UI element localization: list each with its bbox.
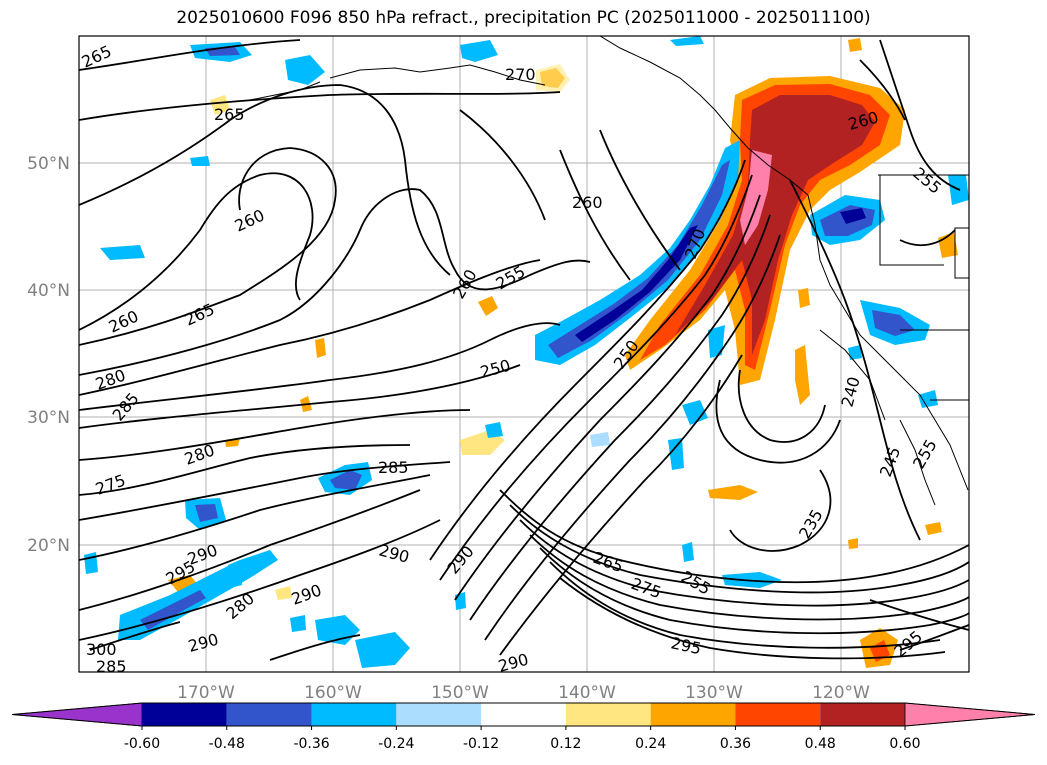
colorbar-tick-label: 0.12 [550, 736, 581, 752]
contour-label: 285 [378, 458, 409, 477]
contour-label: 265 [214, 105, 245, 124]
contour-label: 290 [496, 650, 530, 676]
colorbar-tick-label: -0.24 [378, 736, 414, 752]
map-title: 2025010600 F096 850 hPa refract., precip… [176, 8, 871, 28]
contour-label: 285 [96, 657, 127, 676]
colorbar-tick-label: -0.60 [124, 736, 160, 752]
colorbar-tick-label: 0.60 [889, 736, 920, 752]
colorbar-segment [565, 703, 651, 726]
contour-label: 270 [505, 65, 536, 84]
y-tick-label: 40°N [27, 281, 70, 301]
x-tick-label: 150°W [431, 683, 489, 703]
map-frame [78, 35, 970, 673]
precip-negative-fill [84, 36, 969, 668]
x-axis-labels: 170°W 160°W 150°W 140°W 130°W 120°W [177, 683, 870, 703]
y-axis-labels: 20°N 30°N 40°N 50°N [27, 154, 70, 556]
contour-label: 300 [86, 640, 117, 659]
y-tick-label: 50°N [27, 154, 70, 174]
colorbar-segment [820, 703, 905, 726]
colorbar-extend-low [11, 702, 143, 727]
colorbar-tick-label: 0.36 [720, 736, 751, 752]
colorbar-tick-label: -0.36 [293, 736, 329, 752]
colorbar-extend-high [904, 702, 1036, 727]
x-tick-label: 120°W [812, 683, 870, 703]
colorbar-tick-label: 0.24 [635, 736, 666, 752]
contour-label: 260 [572, 193, 603, 212]
map-panel: 265 270 265 260 260 260 255 260 255 260 … [78, 35, 970, 676]
colorbar: -0.60 -0.48 -0.36 -0.24 -0.12 0.12 0.24 0.36 0.4… [11, 702, 1036, 752]
colorbar-segment [226, 703, 312, 726]
coastline [249, 36, 969, 506]
colorbar-segment [142, 703, 227, 726]
colorbar-tick-label: -0.48 [209, 736, 245, 752]
colorbar-segment [735, 703, 821, 726]
x-tick-label: 130°W [685, 683, 743, 703]
colorbar-segment [650, 703, 736, 726]
x-tick-label: 140°W [558, 683, 616, 703]
colorbar-tick-label: 0.48 [805, 736, 836, 752]
y-tick-label: 20°N [27, 536, 70, 556]
x-tick-label: 160°W [304, 683, 362, 703]
colorbar-segment [396, 703, 482, 726]
colorbar-segment [311, 703, 397, 726]
refractivity-contours [79, 39, 969, 661]
y-tick-label: 30°N [27, 408, 70, 428]
colorbar-tick-label: -0.12 [463, 736, 499, 752]
x-tick-label: 170°W [177, 683, 235, 703]
colorbar-segment [481, 703, 566, 726]
